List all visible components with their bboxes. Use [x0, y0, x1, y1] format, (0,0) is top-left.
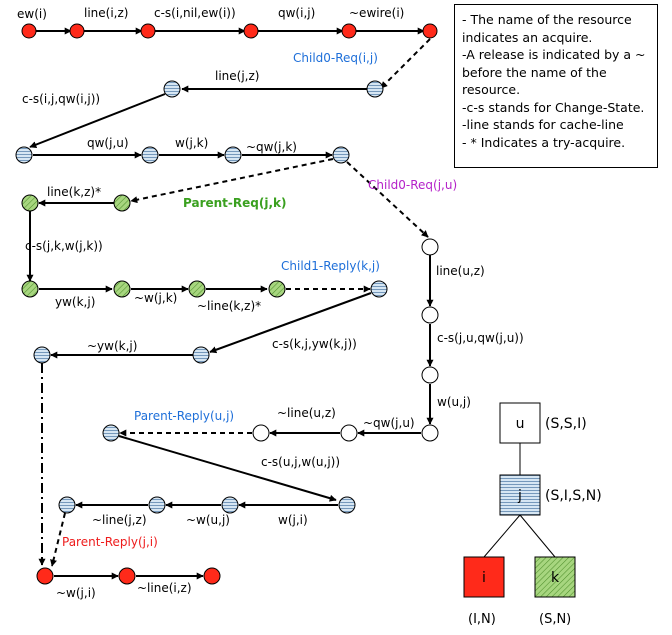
label-ew-i: ew(i): [17, 7, 47, 21]
tree-node-k-name: k: [551, 570, 560, 586]
label-child0-req-ij: Child0-Req(i,j): [293, 51, 378, 65]
node-i-ew: [21, 23, 37, 39]
label-rel-w-uj: ~w(u,j): [186, 513, 230, 527]
edge-cs-uj-w: [118, 435, 337, 502]
label-cs-ij-qw: c-s(i,j,qw(i,j)): [22, 92, 100, 106]
label-cs-uj-w: c-s(u,j,w(u,j)): [261, 455, 340, 469]
tree-node-u-name: u: [516, 416, 525, 432]
node-i-rel-line: [203, 567, 221, 585]
legend-box: - The name of the resource indicates an …: [454, 4, 658, 168]
node-j-rel-w: [148, 496, 166, 514]
node-j-w-ji: [221, 496, 239, 514]
node-i-line: [69, 23, 85, 39]
node-j-rel-line: [58, 496, 76, 514]
label-w-uj: w(u,j): [437, 395, 471, 409]
tree-node-i: [463, 556, 505, 598]
legend-line: -c-s stands for Change-State.: [462, 99, 645, 115]
label-rel-qw-jk: ~qw(j,k): [246, 140, 297, 154]
label-cs-kj-yw: c-s(k,j,yw(k,j)): [272, 337, 357, 351]
node-i-rel-w: [118, 567, 136, 585]
legend-line: before the name of the: [462, 64, 607, 80]
tree-node-u: [499, 402, 541, 444]
label-qw-ij: qw(i,j): [278, 6, 315, 20]
tree-node-i-name: i: [482, 570, 486, 586]
node-u-w2: [421, 424, 439, 442]
edge-child0-req-ij: [380, 38, 431, 89]
label-line-jz: line(j,z): [215, 69, 259, 83]
edge-child0-req-ju: [346, 161, 429, 238]
label-rel-line-uz: ~line(u,z): [277, 406, 336, 420]
legend-line: - * Indicates a try-acquire.: [462, 134, 626, 150]
label-child0-req-ju: Child0-Req(j,u): [368, 178, 457, 192]
label-rel-qw-ju: ~qw(j,u): [363, 416, 415, 430]
resource-tree: [463, 402, 576, 598]
node-j-w2: [224, 146, 242, 164]
label-rel-w-jk: ~w(j,k): [134, 291, 177, 305]
label-line-iz: line(i,z): [84, 6, 128, 20]
tree-node-j-name: j: [517, 488, 522, 504]
label-yw-kj: yw(k,j): [55, 295, 95, 309]
label-rel-yw-kj: ~yw(k,j): [87, 339, 137, 353]
node-j-child1-reply: [370, 280, 388, 298]
label-cs-i-nil: c-s(i,nil,ew(i)): [154, 6, 236, 20]
edge-parent-reply-ji: [50, 512, 66, 567]
label-line-kz-try: line(k,z)*: [47, 185, 101, 199]
node-u-cs: [421, 306, 439, 324]
label-cs-ju-qw: c-s(j,u,qw(j,u)): [437, 331, 524, 345]
node-u-line: [421, 238, 439, 256]
node-i-cs: [140, 23, 156, 39]
node-j-line: [366, 80, 384, 98]
edge-cs-ij-qw: [29, 93, 166, 148]
label-rel-w-ji: ~w(j,i): [56, 586, 96, 600]
label-rel-ewire-i: ~ewire(i): [349, 6, 404, 20]
edge-parent-req-jk: [130, 158, 334, 204]
legend-line: -A release is indicated by a ~: [462, 47, 646, 62]
label-w-ji: w(j,i): [278, 513, 308, 527]
node-i-qw2: [341, 23, 357, 39]
node-j-parent-reply: [102, 424, 120, 442]
node-k-line: [113, 194, 131, 212]
legend-line: - The name of the resource: [462, 12, 632, 27]
label-cs-jk-w: c-s(j,k,w(j,k)): [25, 239, 103, 253]
label-rel-line-kz-try: ~line(k,z)*: [197, 299, 261, 313]
tree-node-i-state: (I,N): [468, 612, 496, 627]
tree-node-j-state: (S,I,S,N): [545, 488, 602, 504]
edge-cs-kj-yw: [209, 292, 372, 354]
label-w-jk: w(j,k): [175, 136, 208, 150]
label-parent-reply-uj: Parent-Reply(u,j): [134, 409, 234, 423]
node-j-cs-yw: [192, 346, 210, 364]
node-j-cs-w: [338, 496, 356, 514]
label-rel-line-jz: ~line(j,z): [92, 513, 147, 527]
node-i-reply: [36, 567, 54, 585]
node-j-qw: [15, 146, 33, 164]
tree-node-u-state: (S,S,I): [545, 416, 587, 432]
label-line-uz: line(u,z): [436, 264, 485, 278]
node-u-rel-line: [252, 424, 270, 442]
node-u-w: [421, 366, 439, 384]
node-k-cs: [21, 194, 39, 212]
label-qw-ju: qw(j,u): [87, 136, 129, 150]
node-k-w: [113, 280, 131, 298]
label-parent-req-jk: Parent-Req(j,k): [183, 196, 286, 210]
node-k-rel-line: [268, 280, 286, 298]
label-parent-reply-ji: Parent-Reply(j,i): [62, 535, 158, 549]
node-j-w: [141, 146, 159, 164]
label-child1-reply-kj: Child1-Reply(k,j): [281, 259, 380, 273]
tree-node-k-state: (S,N): [539, 612, 571, 627]
node-j-rel-yw: [33, 346, 51, 364]
node-k-yw: [21, 280, 39, 298]
legend-line: -line stands for cache-line: [462, 117, 624, 132]
legend-line: resource.: [462, 82, 521, 97]
node-k-w2: [188, 280, 206, 298]
tree-node-j: [499, 474, 541, 516]
label-rel-line-iz: ~line(i,z): [137, 581, 192, 595]
legend-line: indicates an acquire.: [462, 29, 593, 45]
node-i-qw: [243, 23, 259, 39]
node-j-rel-qw: [332, 146, 350, 164]
node-j-cs: [163, 80, 181, 98]
node-u-rel-qw: [340, 424, 358, 442]
tree-node-k: [534, 556, 576, 598]
node-i-rel-ewire: [422, 23, 438, 39]
